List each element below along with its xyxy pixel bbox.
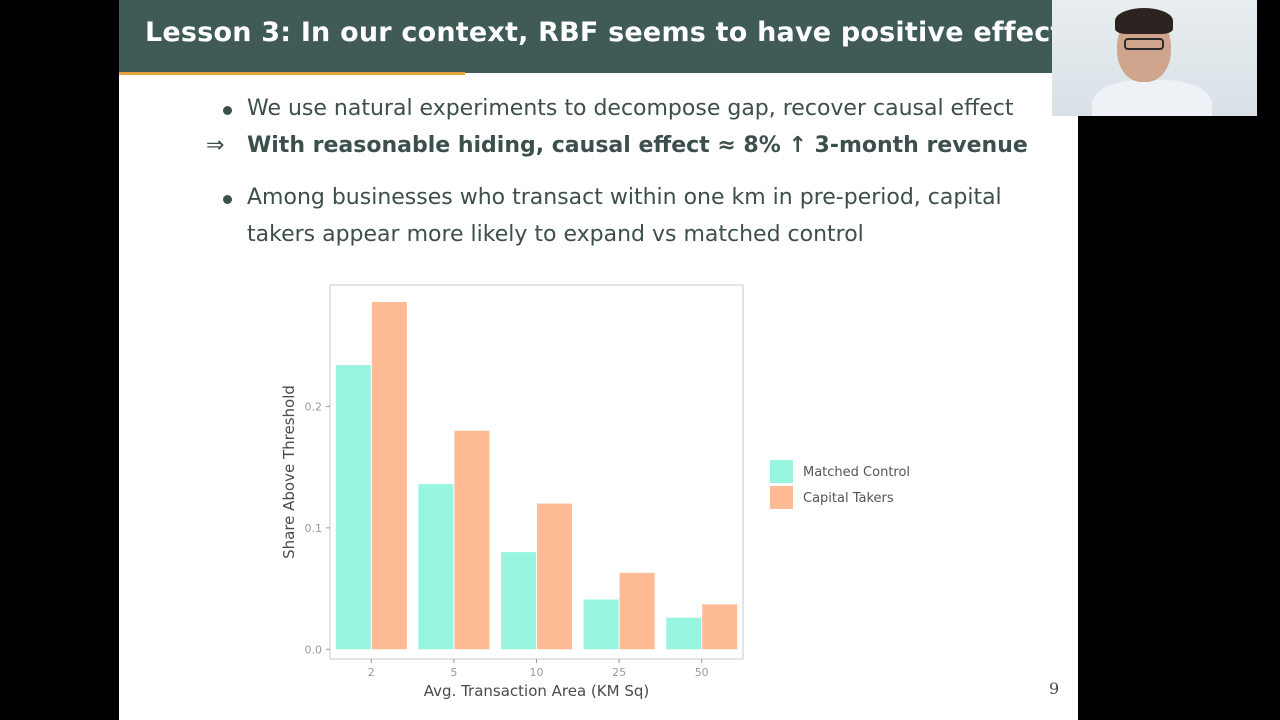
bar-capital-takers-10	[537, 503, 572, 650]
x-tick-label: 50	[695, 666, 709, 679]
y-tick-label: 0.2	[305, 400, 323, 413]
bar-capital-takers-5	[454, 430, 490, 650]
bar-capital-takers-25	[619, 572, 655, 650]
y-tick-label: 0.1	[305, 522, 323, 535]
bullet-3-line-2: takers appear more likely to expand vs m…	[247, 222, 864, 247]
bullet-2-bold: With reasonable hiding, causal effect ≈ …	[247, 133, 1028, 158]
bar-capital-takers-50	[702, 604, 738, 650]
page-number: 9	[1049, 679, 1060, 698]
y-tick-label: 0.0	[305, 643, 323, 656]
webcam-feed	[1052, 0, 1257, 116]
bar-matched-control-5	[418, 484, 454, 650]
x-tick-label: 2	[368, 666, 375, 679]
bar-capital-takers-2	[371, 302, 407, 650]
bar-matched-control-2	[335, 365, 371, 650]
bullet-dot-3	[223, 195, 232, 204]
x-axis-label: Avg. Transaction Area (KM Sq)	[424, 682, 649, 700]
x-tick-label: 25	[612, 666, 626, 679]
bar-matched-control-25	[583, 599, 619, 650]
progress-bar	[119, 72, 465, 75]
bar-matched-control-10	[501, 552, 536, 650]
legend-label-matched-control: Matched Control	[803, 465, 910, 480]
x-tick-label: 10	[530, 666, 544, 679]
slide: Lesson 3: In our context, RBF seems to h…	[119, 0, 1078, 720]
slide-header: Lesson 3: In our context, RBF seems to h…	[119, 0, 1078, 73]
webcam-person-body	[1092, 80, 1212, 116]
legend-group: Matched Control Capital Takers	[770, 460, 910, 509]
legend-label-capital-takers: Capital Takers	[803, 491, 894, 506]
webcam-glasses-icon	[1124, 38, 1164, 50]
bullet-3-line-1: Among businesses who transact within one…	[247, 185, 1002, 210]
bars-group	[335, 302, 738, 650]
bullet-1: We use natural experiments to decompose …	[247, 96, 1014, 121]
slide-title: Lesson 3: In our context, RBF seems to h…	[145, 17, 1078, 48]
legend-swatch-matched-control	[770, 460, 793, 483]
y-axis-label: Share Above Threshold	[280, 385, 298, 559]
implies-symbol: ⇒	[206, 133, 225, 158]
x-tick-label: 5	[450, 666, 457, 679]
webcam-person-hair	[1115, 8, 1173, 34]
bar-matched-control-50	[666, 617, 702, 650]
bullet-dot-1	[223, 106, 232, 115]
legend-swatch-capital-takers	[770, 486, 793, 509]
